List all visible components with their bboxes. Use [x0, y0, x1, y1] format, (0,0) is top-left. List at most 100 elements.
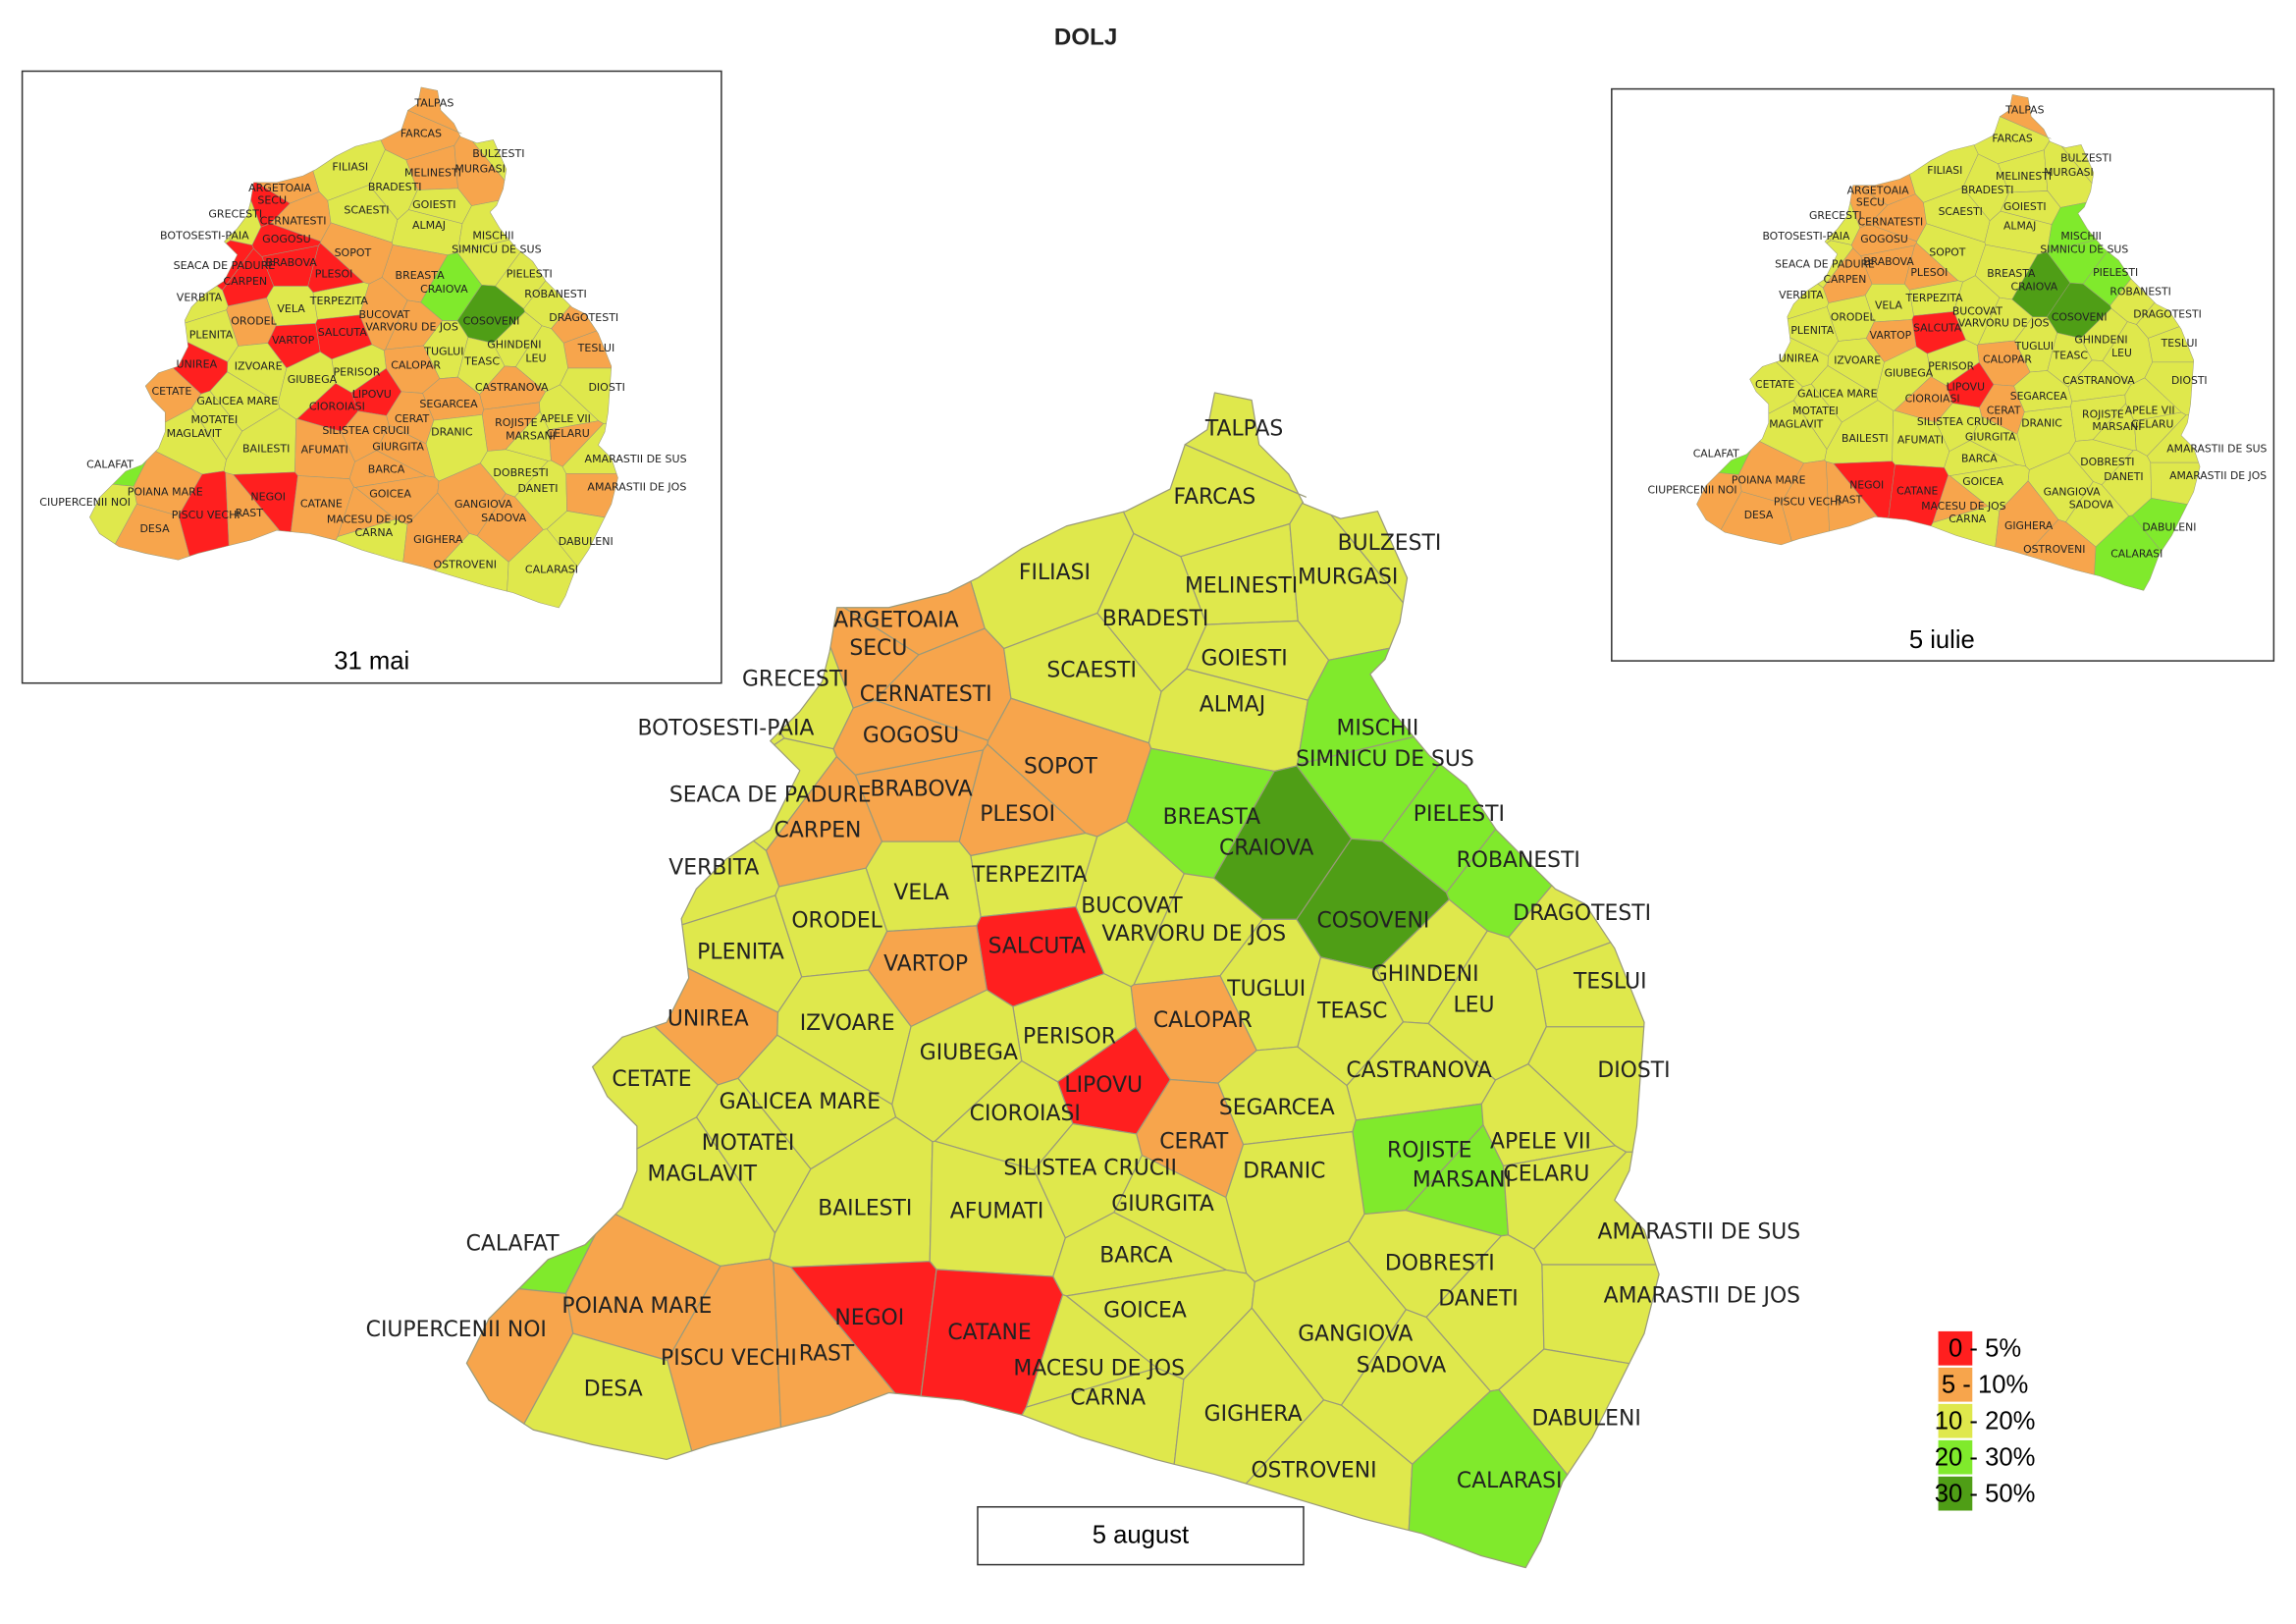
commune-label: CERNATESTI	[860, 682, 992, 707]
commune-label: SIMNICU DE SUS	[1296, 747, 1474, 772]
commune-label: CARPEN	[774, 819, 862, 843]
commune-label: BRABOVA	[1863, 255, 1914, 268]
commune-label: ROJISTE	[2082, 407, 2124, 420]
commune-label: CALARASI	[1457, 1469, 1563, 1493]
commune-label: GRECESTI	[208, 208, 262, 221]
commune-label: CIOROIASI	[1905, 392, 1960, 405]
commune-label: BARCA	[1961, 453, 1998, 465]
commune-label: MELINESTI	[404, 166, 461, 179]
commune-label: SECU	[849, 636, 907, 661]
commune-label: PLENITA	[1790, 324, 1834, 337]
commune-area	[1826, 460, 1878, 532]
commune-label: ALMAJ	[2003, 220, 2036, 233]
commune-label: BULZESTI	[472, 147, 524, 160]
commune-label: CETATE	[151, 385, 191, 398]
commune-label: GIGHERA	[1204, 1402, 1303, 1427]
commune-label: TERPEZITA	[1904, 292, 1963, 304]
commune-label: BAILESTI	[818, 1196, 912, 1220]
commune-label: CRAIOVA	[1219, 837, 1313, 861]
commune-label: CERAT	[1159, 1130, 1229, 1155]
commune-area	[454, 135, 506, 206]
commune-label: MAGLAVIT	[648, 1163, 758, 1187]
commune-label: GRECESTI	[1809, 209, 1862, 222]
commune-label: SOPOT	[1024, 755, 1098, 780]
legend-label: 0 - 5%	[1949, 1335, 2021, 1363]
commune-label: CERNATESTI	[260, 214, 327, 227]
commune-label: TUGLUI	[423, 345, 463, 357]
commune-label: TERPEZITA	[971, 863, 1087, 888]
commune-label: GIURGITA	[1965, 430, 2016, 443]
commune-label: TESLUI	[2161, 337, 2198, 350]
commune-label: COSOVENI	[1316, 909, 1429, 934]
commune-label: CIOROIASI	[309, 400, 365, 412]
commune-label: GIURGITA	[372, 440, 424, 453]
commune-label: CIOROIASI	[970, 1102, 1081, 1126]
commune-label: GIGHERA	[413, 533, 463, 546]
commune-label: PLESOI	[1910, 266, 1948, 279]
commune-label: DIOSTI	[2171, 374, 2208, 387]
commune-label: DRAGOTESTI	[549, 311, 618, 324]
commune-label: SADOVA	[1357, 1353, 1446, 1378]
commune-label: SCAESTI	[344, 204, 389, 217]
commune-label: GIUBEGA	[920, 1041, 1018, 1065]
commune-label: BULZESTI	[2060, 151, 2111, 164]
commune-label: DRAGOTESTI	[2133, 308, 2202, 321]
commune-label: GOIESTI	[2003, 200, 2047, 213]
commune-area	[2044, 140, 2093, 208]
commune-label: GIGHERA	[2004, 519, 2054, 532]
commune-label: CELARU	[1503, 1163, 1589, 1187]
commune-area	[1021, 1367, 1185, 1465]
commune-label: PIELESTI	[2093, 266, 2138, 279]
commune-label: TERPEZITA	[309, 295, 369, 307]
commune-label: LIPOVU	[352, 388, 392, 401]
map-caption: 5 iulie	[1909, 626, 1975, 654]
commune-label: CARNA	[1949, 513, 1987, 525]
legend-swatch	[1937, 1366, 1974, 1404]
commune-label: CALOPAR	[1983, 352, 2032, 365]
commune-label: VARTOP	[272, 334, 315, 347]
commune-label: ROBANESTI	[1457, 848, 1580, 873]
commune-label: PIELESTI	[1414, 802, 1505, 827]
commune-label: DIOSTI	[588, 381, 624, 394]
legend-swatch	[1937, 1438, 1974, 1477]
commune-label: CIUPERCENII NOI	[366, 1318, 547, 1342]
commune-label: GOICEA	[1962, 475, 2003, 488]
commune-label: GHINDENI	[2074, 334, 2127, 347]
commune-label: APELE VII	[1490, 1130, 1591, 1155]
commune-label: TEASC	[2053, 350, 2088, 362]
commune-label: DIOSTI	[1597, 1058, 1670, 1083]
commune-label: CALARASI	[2110, 547, 2163, 560]
commune-label: SOPOT	[1929, 245, 1965, 258]
commune-label: MAGLAVIT	[1769, 418, 1823, 431]
commune-label: SECU	[1856, 196, 1885, 209]
commune-label: SIMNICU DE SUS	[2040, 243, 2128, 255]
commune-label: VARVORU DE JOS	[1958, 316, 2050, 329]
commune-label: PERISOR	[1023, 1024, 1116, 1049]
commune-label: ARGETOAIA	[248, 182, 312, 194]
commune-label: SCAESTI	[1046, 659, 1137, 683]
commune-label: DOBRESTI	[1385, 1251, 1495, 1275]
commune-label: GOGOSU	[262, 233, 310, 245]
commune-label: AFUMATI	[950, 1199, 1044, 1223]
commune-label: CALARASI	[525, 563, 578, 575]
commune-label: SEACA DE PADURE	[174, 259, 276, 272]
commune-label: MACESU DE JOS	[1013, 1356, 1185, 1380]
commune-label: POIANA MARE	[128, 485, 203, 498]
commune-label: AMARASTII DE JOS	[1604, 1283, 1800, 1308]
commune-label: VARTOP	[883, 951, 968, 976]
commune-area	[523, 1332, 693, 1461]
map-frame	[1611, 87, 2275, 662]
commune-label: VARVORU DE JOS	[1101, 922, 1286, 947]
commune-label: DRAGOTESTI	[1513, 901, 1651, 926]
commune-label: TALPAS	[413, 97, 454, 110]
commune-label: GIUBEGA	[1885, 366, 1934, 379]
commune-label: CARPEN	[1823, 273, 1866, 286]
commune-label: BRADESTI	[1102, 607, 1209, 631]
commune-label: OSTROVENI	[433, 559, 497, 571]
commune-label: ALMAJ	[412, 219, 446, 232]
commune-label: PISCU VECHI	[661, 1346, 797, 1371]
commune-label: AMARASTII DE SUS	[1598, 1220, 1801, 1245]
commune-label: FARCAS	[400, 127, 442, 139]
commune-label: CASTRANOVA	[2062, 374, 2135, 387]
